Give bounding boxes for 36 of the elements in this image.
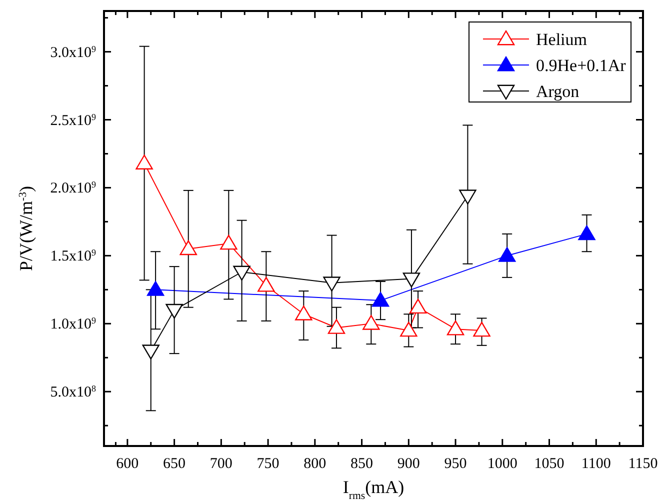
y-tick-label: 1.0x10$^{9}$ [50, 316, 96, 333]
y-tick-label: 2.5x10$^{9}$ [50, 112, 96, 129]
point [328, 319, 346, 334]
point [372, 292, 390, 307]
legend-label: Argon [536, 82, 580, 101]
x-tick-label: 750 [256, 456, 280, 472]
point [498, 247, 516, 262]
x-tick-label: 900 [397, 456, 420, 472]
x-tick-label: 950 [444, 456, 467, 472]
point [409, 298, 427, 314]
point [473, 322, 490, 337]
point [220, 234, 238, 250]
point [295, 306, 312, 320]
y-tick-label: 3.0x10$^{9}$ [50, 44, 96, 61]
point [136, 154, 153, 170]
x-tick-label: 850 [350, 456, 374, 472]
x-tick-label: 1150 [628, 456, 658, 472]
y-tick-label: 2.0x10$^{9}$ [50, 180, 96, 197]
x-tick-label: 1050 [534, 456, 564, 472]
x-tick-label: 1100 [581, 456, 611, 472]
x-tick-label: 1000 [487, 456, 518, 472]
x-tick-label: 600 [116, 456, 139, 472]
point [146, 281, 164, 296]
legend-label: 0.9He+0.1Ar [536, 56, 626, 75]
y-tick-label: 1.5x10$^{9}$ [50, 248, 96, 265]
x-tick-label: 700 [210, 456, 232, 472]
x-tick-label: 650 [163, 456, 186, 472]
y-tick-label: 5.0x10$^{8}$ [50, 384, 96, 401]
legend-label: Helium [536, 30, 587, 49]
x-tick-label: 800 [304, 456, 326, 472]
point [258, 276, 275, 292]
x-axis-title: I$_{rms}$(mA) [342, 477, 404, 501]
point [362, 315, 380, 330]
point [578, 225, 596, 240]
point [446, 320, 464, 336]
point [180, 240, 197, 256]
